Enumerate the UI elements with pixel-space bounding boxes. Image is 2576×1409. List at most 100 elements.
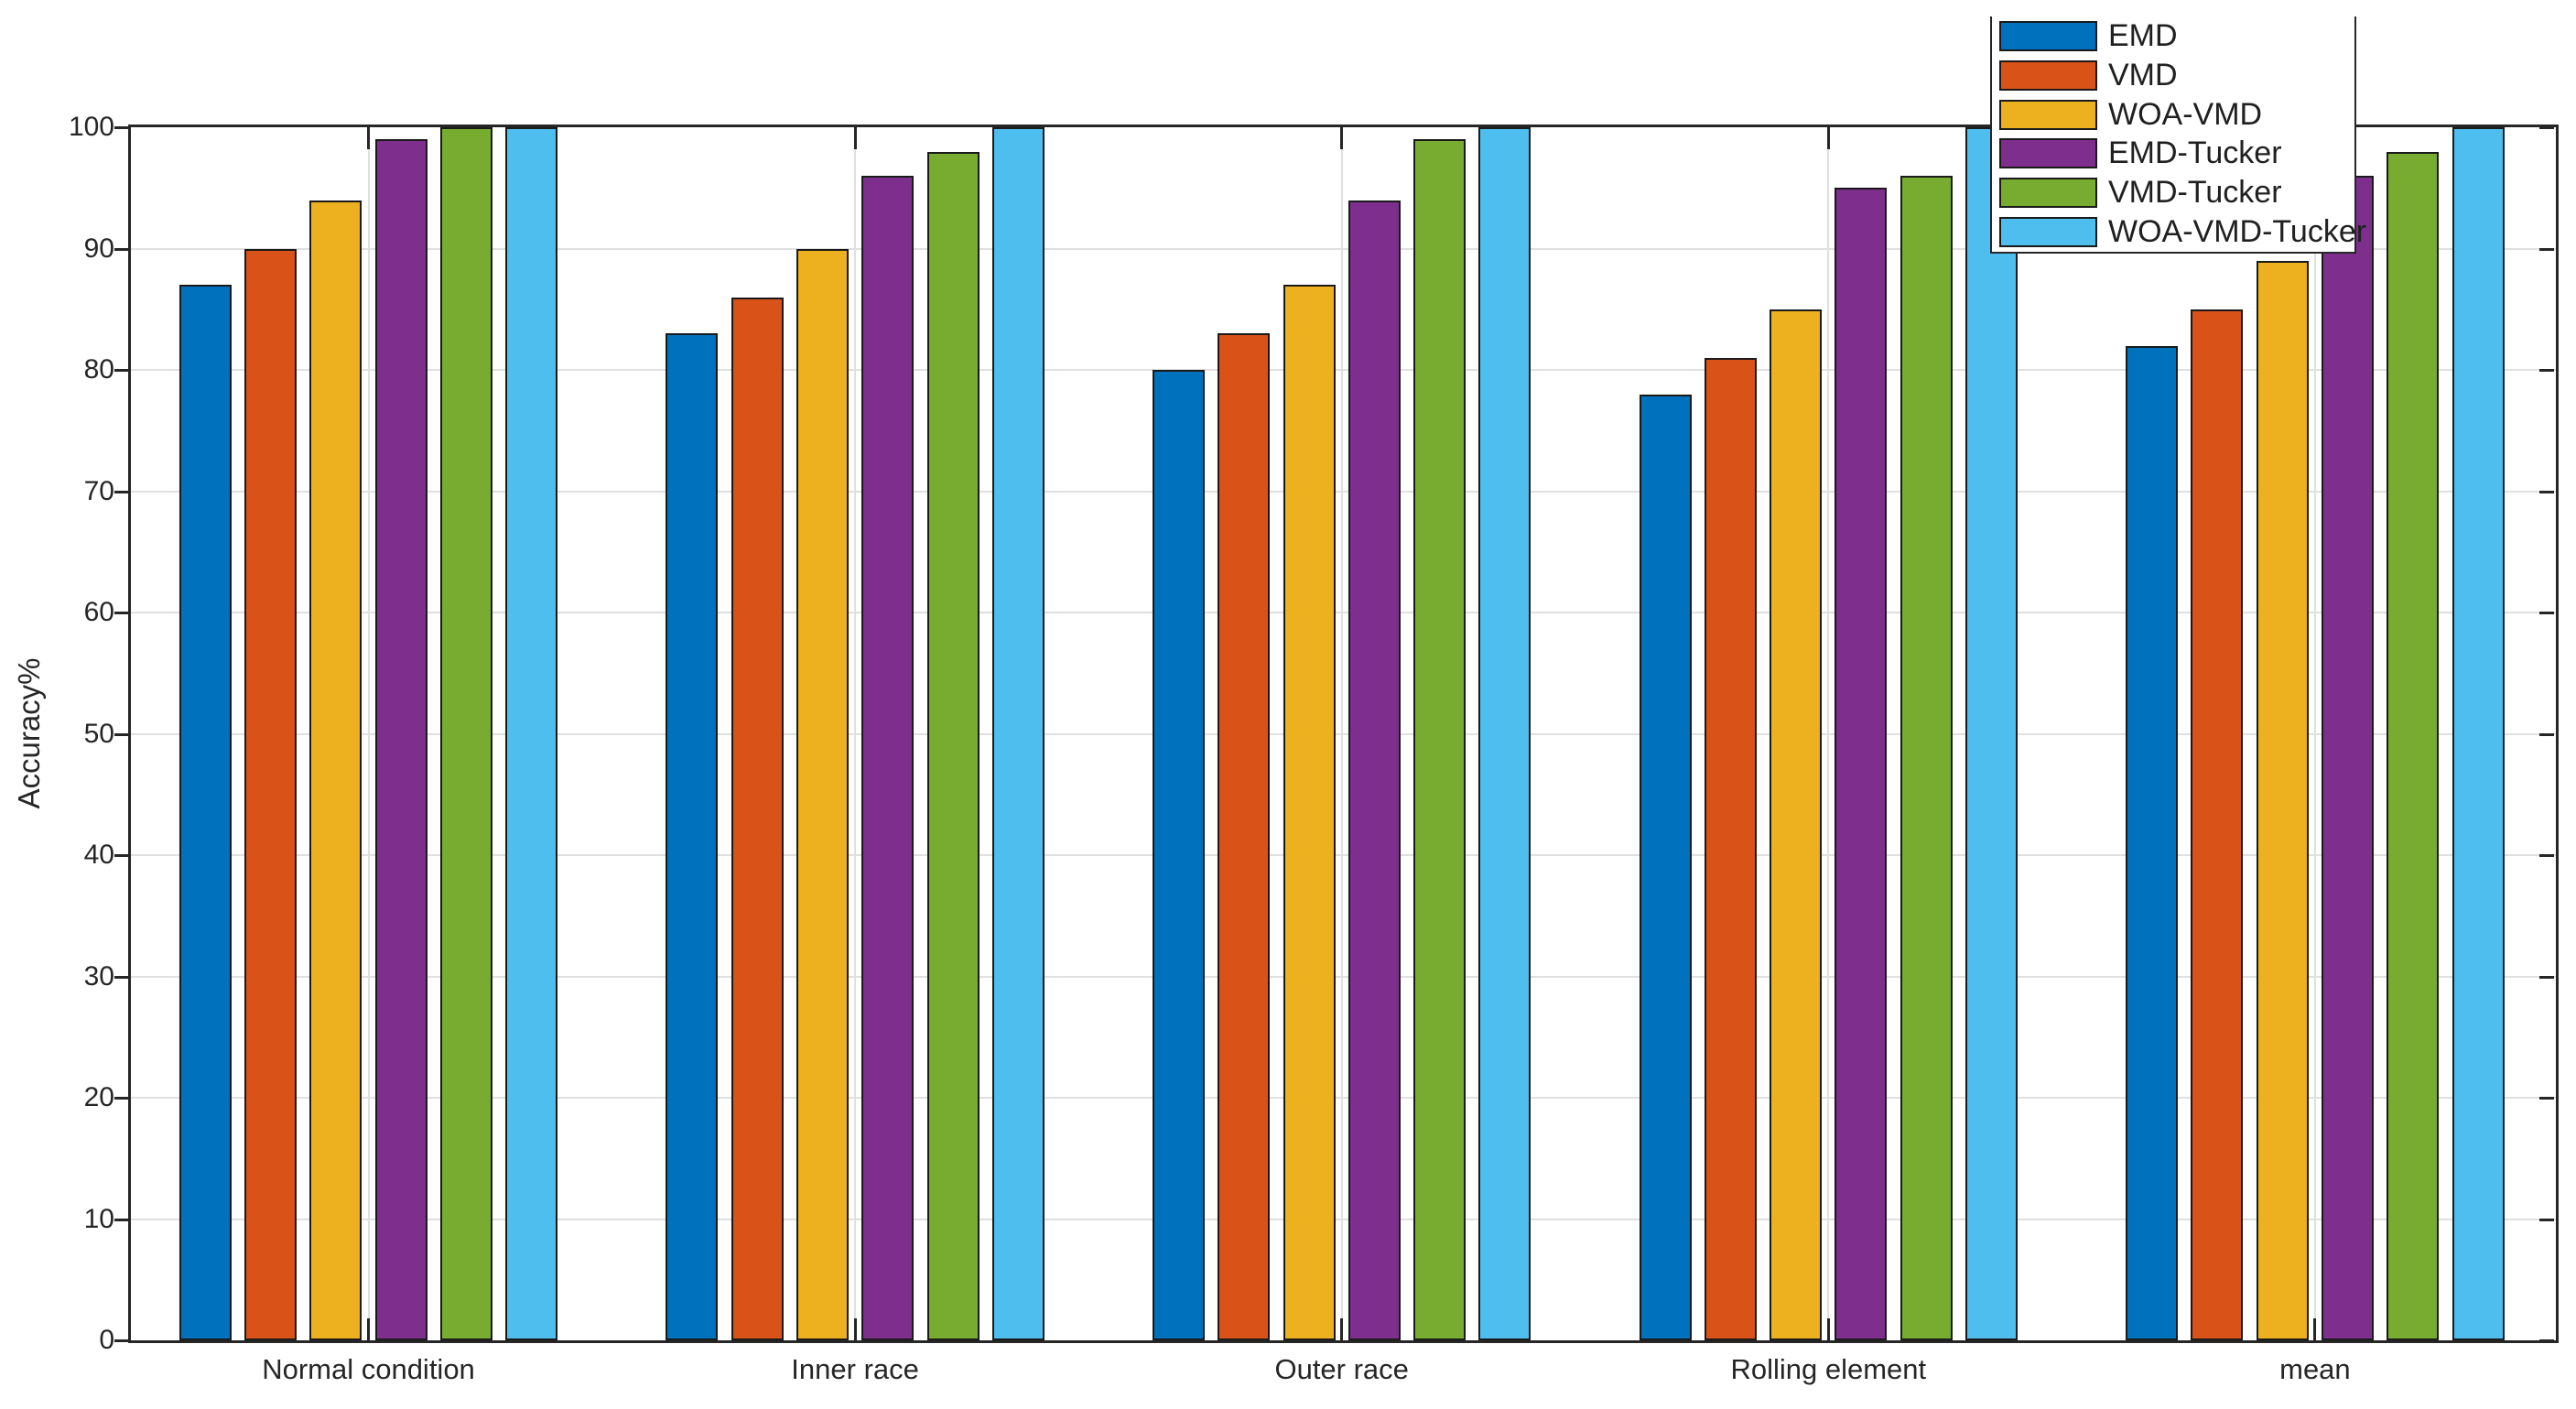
legend-label: EMD [2108,17,2178,53]
bar-vmd-tucker-2 [926,151,980,1340]
x-gridline [367,127,370,1340]
y-tick-label: 100 [68,112,114,142]
y-gridline [131,975,2556,978]
y-tick-label: 60 [83,597,114,627]
x-tick-bottom [1340,1318,1344,1340]
y-tick-left [114,247,129,251]
bar-woa-vmd-tucker-1 [505,127,558,1340]
bar-emd-4 [1639,394,1692,1340]
y-tick-left [114,1097,129,1100]
bar-emd-tucker-4 [1835,188,1888,1340]
y-tick-label: 40 [83,840,114,870]
bar-woa-vmd-tucker-5 [2452,127,2505,1340]
bar-emd-2 [666,333,719,1340]
bar-woa-vmd-3 [1283,285,1336,1340]
y-tick-right [2539,854,2554,857]
bar-vmd-tucker-5 [2387,151,2440,1340]
bar-emd-5 [2126,345,2179,1340]
y-tick-right [2539,612,2554,614]
bar-vmd-tucker-3 [1413,139,1467,1340]
y-gridline [131,732,2556,735]
x-tick-top [367,127,370,149]
bar-woa-vmd-4 [1770,309,1823,1340]
y-gridline [131,854,2556,856]
legend-label: EMD-Tucker [2108,135,2282,171]
y-gridline [131,247,2556,250]
legend-swatch [1999,20,2097,51]
y-gridline [131,1097,2556,1099]
legend-label: WOA-VMD-Tucker [2108,214,2367,250]
bar-emd-tucker-3 [1348,200,1401,1340]
y-gridline [131,612,2556,613]
legend-label: VMD-Tucker [2108,175,2282,211]
y-tick-right [2539,247,2554,251]
bar-emd-tucker-2 [861,176,915,1340]
legend-label: WOA-VMD [2108,96,2263,132]
y-tick-left [114,1218,129,1221]
y-tick-left [114,612,129,614]
y-tick-left [114,854,129,857]
x-tick-bottom [853,1318,857,1340]
y-tick-right [2539,1097,2554,1100]
y-tick-label: 70 [83,475,114,506]
y-gridline [131,490,2556,493]
bar-woa-vmd-2 [796,248,849,1340]
bar-vmd-5 [2191,309,2244,1340]
bar-emd-1 [179,285,232,1340]
x-gridline [1340,127,1343,1340]
y-tick-right [2539,490,2554,493]
x-tick-top [853,127,857,149]
x-tick-label: Rolling element [1730,1353,1927,1385]
x-tick-bottom [367,1318,370,1340]
y-gridline [131,369,2556,371]
bar-woa-vmd-1 [309,200,363,1340]
bar-vmd-4 [1704,357,1757,1340]
y-tick-right [2539,1218,2554,1221]
bar-vmd-tucker-4 [1900,176,1953,1340]
bar-emd-3 [1152,370,1205,1340]
legend-item: WOA-VMD-Tucker [1992,212,2366,252]
bar-vmd-tucker-1 [439,127,492,1340]
y-tick-label: 20 [83,1082,114,1112]
y-tick-left [114,490,129,493]
y-tick-label: 90 [83,233,114,264]
x-tick-bottom [2313,1318,2317,1340]
legend-item: EMD [1992,16,2354,56]
y-tick-label: 80 [83,354,114,385]
x-tick-label: Inner race [791,1353,919,1385]
legend-item: WOA-VMD [1992,95,2354,135]
legend-swatch [1999,178,2097,209]
legend-item: VMD [1992,56,2354,95]
x-tick-label: mean [2279,1353,2351,1385]
x-tick-label: Normal condition [262,1353,475,1385]
legend-swatch [1999,60,2097,91]
y-tick-label: 30 [83,960,114,992]
y-axis-label: Accuracy% [12,657,46,809]
y-tick-label: 0 [99,1325,114,1355]
legend-swatch [1999,217,2097,248]
y-tick-right [2539,126,2554,129]
y-tick-right [2539,975,2554,979]
y-tick-left [114,975,129,979]
y-gridline [131,1218,2556,1220]
legend: EMD VMD WOA-VMD EMD-Tucker VMD-Tucker WOA-VMD… [1990,16,2366,254]
legend-item: EMD-Tucker [1992,134,2354,173]
legend-swatch [1999,138,2097,169]
legend-swatch [1999,99,2097,130]
y-tick-right [2539,369,2554,372]
y-tick-right [2539,732,2554,736]
x-tick-bottom [1826,1318,1830,1340]
bar-woa-vmd-tucker-3 [1478,127,1532,1340]
legend-item: VMD-Tucker [1992,173,2354,212]
bar-vmd-2 [731,297,784,1340]
x-tick-top [1826,127,1830,149]
x-tick-label: Outer race [1274,1353,1409,1385]
bar-woa-vmd-5 [2256,260,2309,1340]
legend-label: VMD [2108,57,2178,92]
x-tick-top [1340,127,1344,149]
y-tick-label: 10 [83,1203,114,1234]
bar-emd-tucker-1 [374,139,428,1340]
bar-woa-vmd-tucker-4 [1965,127,2019,1340]
x-gridline [1827,127,1830,1340]
